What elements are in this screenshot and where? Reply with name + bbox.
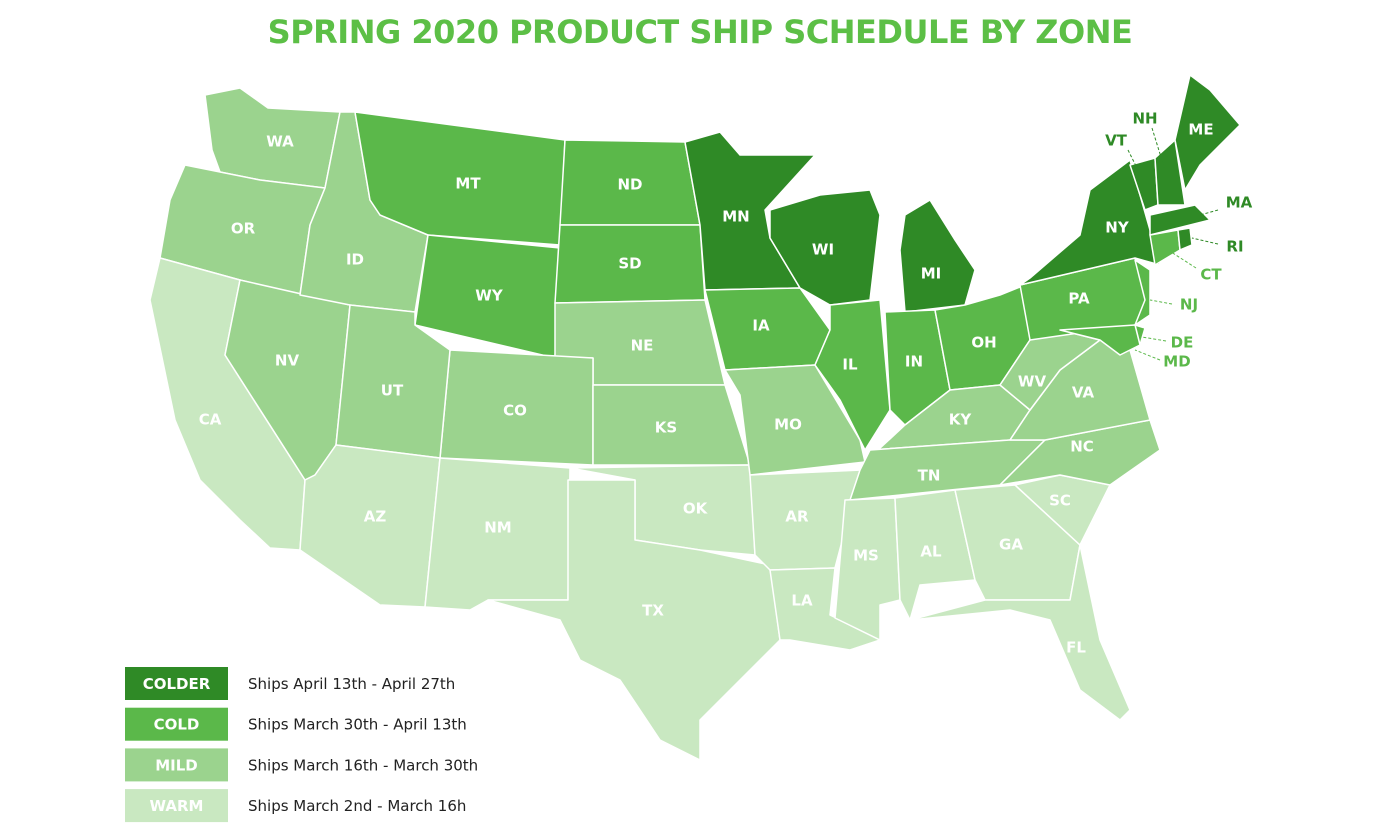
- state-label: ID: [346, 251, 364, 269]
- state-shape: [834, 497, 901, 641]
- state-label: AR: [785, 508, 809, 526]
- state-label: LA: [791, 592, 813, 610]
- state-label: NE: [631, 337, 654, 355]
- state-label: SC: [1049, 492, 1071, 510]
- state-label: TX: [642, 602, 664, 620]
- state-shape: [299, 444, 441, 608]
- state-label: MT: [455, 175, 481, 193]
- legend-swatch: [125, 748, 228, 782]
- state-shape: [814, 299, 891, 451]
- leader-line: [1141, 336, 1167, 342]
- state-label: GA: [999, 536, 1023, 554]
- state-label: VT: [1105, 132, 1128, 150]
- state-label: MS: [853, 547, 879, 565]
- map-title: SPRING 2020 PRODUCT SHIP SCHEDULE BY ZON…: [268, 13, 1133, 51]
- state-label: IN: [905, 353, 923, 371]
- state-label: NC: [1070, 438, 1094, 456]
- state-label: AL: [920, 543, 942, 561]
- state-label: KS: [655, 419, 677, 437]
- state-label: NM: [484, 519, 511, 537]
- state-label: CO: [503, 402, 527, 420]
- state-label: VA: [1072, 384, 1095, 402]
- state-label: NH: [1132, 110, 1157, 128]
- state-shape: [684, 131, 816, 291]
- legend-swatch: [125, 707, 228, 741]
- state-shape: [1134, 259, 1151, 326]
- state-label: WV: [1018, 373, 1047, 391]
- state-shape: [909, 544, 1131, 721]
- state-label: NY: [1105, 219, 1130, 237]
- state-label: OR: [231, 220, 256, 238]
- state-label: RI: [1226, 238, 1243, 256]
- leader-line: [1149, 299, 1173, 305]
- state-label: MD: [1163, 353, 1190, 371]
- state-label: NV: [275, 352, 300, 370]
- legend-text: Ships March 16th - March 30th: [248, 756, 478, 774]
- state-label: UT: [381, 382, 404, 400]
- leader-line: [1191, 237, 1219, 245]
- state-label: WA: [266, 133, 294, 151]
- leader-line: [1151, 127, 1166, 171]
- state-label: TN: [918, 467, 941, 485]
- state-label: DE: [1171, 334, 1194, 352]
- leader-line: [1199, 209, 1219, 216]
- state-shape: [1059, 324, 1141, 356]
- state-label: IL: [842, 356, 858, 374]
- legend-swatch: [125, 789, 228, 823]
- state-label: NJ: [1180, 296, 1198, 314]
- state-label: IA: [752, 317, 770, 335]
- state-label: MN: [722, 208, 749, 226]
- state-label: ME: [1188, 121, 1213, 139]
- leader-line: [1167, 249, 1197, 269]
- state-label: MA: [1226, 194, 1253, 212]
- state-shape: [1149, 229, 1181, 266]
- state-shape: [1177, 227, 1193, 251]
- state-label: CT: [1200, 266, 1222, 284]
- state-label: MO: [774, 416, 802, 434]
- state-shape: [899, 199, 976, 313]
- state-shape: [1174, 74, 1241, 191]
- state-shape: [487, 479, 781, 761]
- state-label: WY: [475, 287, 504, 305]
- state-label: CA: [199, 411, 222, 429]
- state-label: SD: [618, 255, 641, 273]
- state-shape: [769, 567, 881, 651]
- state-label: OH: [971, 334, 996, 352]
- state-label: OK: [683, 500, 709, 518]
- state-label: WI: [812, 241, 834, 259]
- legend-swatch: [125, 667, 228, 700]
- state-label: PA: [1068, 290, 1090, 308]
- state-label: AZ: [364, 508, 387, 526]
- legend-text: Ships March 30th - April 13th: [248, 716, 467, 734]
- state-label: KY: [949, 411, 973, 429]
- legend-zone: WARM: [150, 797, 204, 815]
- legend-zone: MILD: [155, 756, 198, 774]
- state-label: MI: [921, 265, 942, 283]
- state-shape: [1149, 204, 1211, 236]
- leader-line: [1134, 349, 1161, 361]
- leader-line: [1127, 149, 1144, 181]
- state-label: FL: [1066, 639, 1086, 657]
- state-label: ND: [617, 176, 642, 194]
- state-shape: [769, 189, 881, 306]
- legend-zone: COLD: [154, 716, 200, 734]
- legend-text: Ships March 2nd - March 16h: [248, 797, 466, 815]
- legend-text: Ships April 13th - April 27th: [248, 675, 455, 693]
- legend-zone: COLDER: [143, 675, 211, 693]
